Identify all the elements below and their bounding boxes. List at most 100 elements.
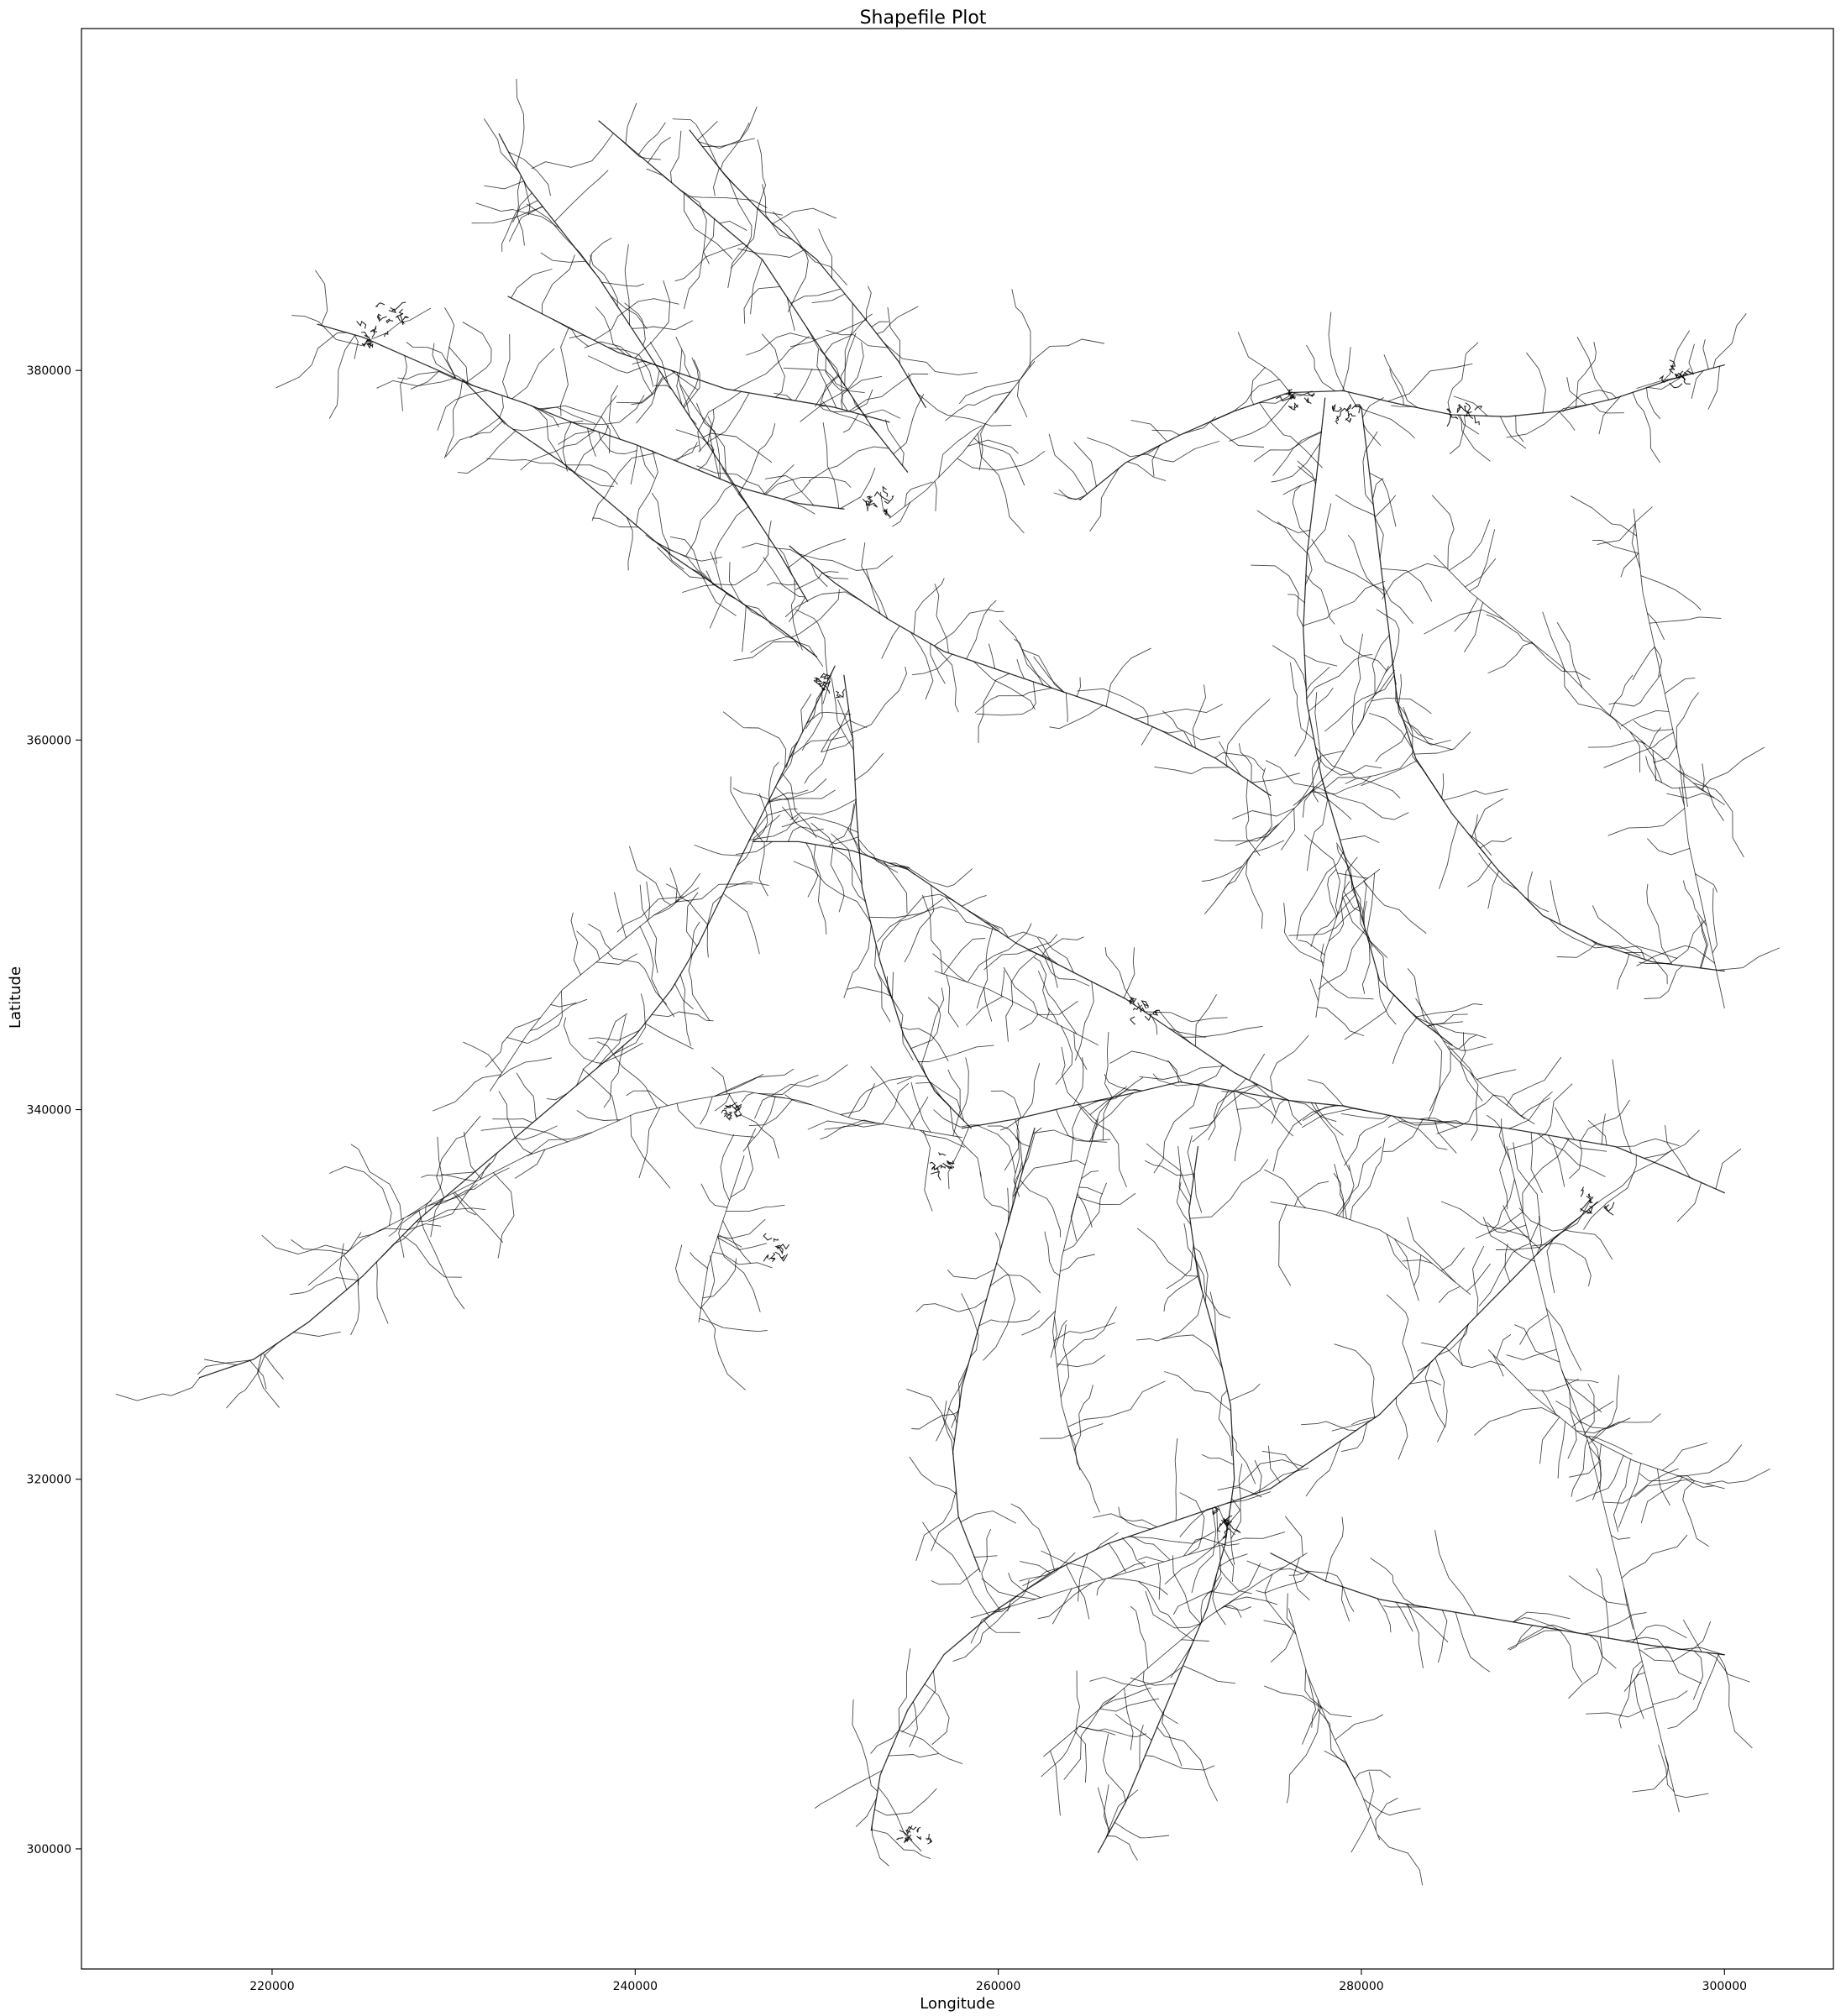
road-branch <box>595 953 637 965</box>
road-branch <box>1301 1421 1357 1432</box>
road-branch <box>716 1237 768 1250</box>
road-branch <box>1647 838 1691 856</box>
town-street <box>1456 404 1462 413</box>
road-branch <box>1403 707 1445 802</box>
road-branch <box>443 380 463 458</box>
road-branch <box>445 420 504 458</box>
road-branch <box>784 1094 813 1106</box>
road-branch <box>1514 1324 1560 1363</box>
road-branch <box>492 1172 515 1259</box>
road-branch <box>1597 522 1636 545</box>
road-branch <box>1492 1354 1504 1377</box>
road-branch <box>911 653 953 676</box>
road-branch <box>1586 1706 1654 1718</box>
road-branch <box>684 218 715 310</box>
road-branch <box>587 355 653 374</box>
road-branch <box>511 348 555 400</box>
road-branch <box>635 449 658 526</box>
road-branch <box>787 249 809 312</box>
road-branch <box>1564 1376 1602 1413</box>
road-branch <box>922 894 943 974</box>
road-branch <box>1209 421 1265 448</box>
road-branch <box>1137 1228 1198 1277</box>
road-branch <box>427 1152 498 1223</box>
road-branch <box>774 392 793 401</box>
road-branch <box>1162 1334 1223 1369</box>
road-branch <box>1436 1094 1494 1134</box>
road-branch <box>901 1670 936 1733</box>
road-branch <box>722 711 787 768</box>
road-branch <box>1530 1243 1592 1287</box>
road-branch <box>922 1521 990 1617</box>
road-branch <box>1048 433 1088 495</box>
road-branch <box>517 175 525 246</box>
road-branch <box>757 139 767 210</box>
road-branch <box>1062 1182 1107 1252</box>
road-branch <box>931 1568 980 1585</box>
road-branch <box>736 814 780 867</box>
town-street <box>882 510 889 516</box>
road-branch <box>1624 1636 1702 1684</box>
road-branch <box>1443 788 1508 801</box>
road-branch <box>1317 1007 1365 1036</box>
road-branch <box>821 401 878 435</box>
road-branch <box>593 298 679 341</box>
road-branch <box>484 181 525 190</box>
road-branch <box>679 384 726 473</box>
road-branch <box>1306 654 1373 699</box>
road-branch <box>789 319 867 348</box>
road-branch <box>369 307 432 341</box>
road-branch <box>1644 1129 1700 1159</box>
road-branch <box>1055 1025 1073 1085</box>
road-branch <box>1371 697 1432 715</box>
road-branch <box>1345 751 1414 784</box>
road-branch <box>892 971 904 1029</box>
road-branch <box>1237 332 1291 393</box>
road-branch <box>1076 677 1081 697</box>
road-branch <box>1047 1008 1059 1025</box>
road-branch <box>690 921 700 958</box>
road-polyline <box>1270 1202 1471 1296</box>
road-branch <box>427 1183 478 1207</box>
road-branch <box>1361 943 1371 994</box>
road-branch <box>762 184 793 240</box>
road-branch <box>714 1073 764 1097</box>
road-branch <box>1439 820 1459 889</box>
road-branch <box>669 536 715 584</box>
road-branch <box>1183 416 1216 434</box>
road-branch <box>789 736 846 758</box>
road-branch <box>796 243 847 285</box>
road-branch <box>1096 1578 1107 1596</box>
road-branch <box>639 446 655 479</box>
road-branch <box>1304 1668 1352 1718</box>
road-branch <box>1311 538 1385 596</box>
road-branch <box>818 228 833 279</box>
road-branch <box>1424 1362 1446 1428</box>
road-branch <box>644 1023 694 1050</box>
road-branch <box>1118 1506 1152 1530</box>
road-branch <box>1562 390 1617 412</box>
road-branch <box>983 987 993 1022</box>
road-branch <box>1596 1568 1609 1639</box>
road-branch <box>1583 1155 1637 1230</box>
road-branch <box>1471 1072 1479 1141</box>
road-branch <box>1394 1238 1419 1301</box>
road-branch <box>885 419 905 467</box>
road-branch <box>1343 856 1361 912</box>
road-branch <box>646 168 670 181</box>
road-branch <box>945 391 1011 422</box>
road-branch <box>1388 1120 1463 1128</box>
road-branch <box>909 1456 957 1495</box>
road-branch <box>730 776 763 842</box>
road-branch <box>831 833 866 902</box>
road-branch <box>1320 943 1324 967</box>
road-branch <box>1077 1193 1093 1228</box>
town-street <box>1226 1521 1233 1526</box>
road-branch <box>1246 1560 1284 1572</box>
road-branch <box>1396 997 1464 1025</box>
town-street <box>813 677 821 687</box>
road-branch <box>1315 786 1409 820</box>
road-branch <box>1531 641 1591 680</box>
road-branch <box>1370 1558 1416 1606</box>
road-branch <box>1438 1286 1461 1303</box>
